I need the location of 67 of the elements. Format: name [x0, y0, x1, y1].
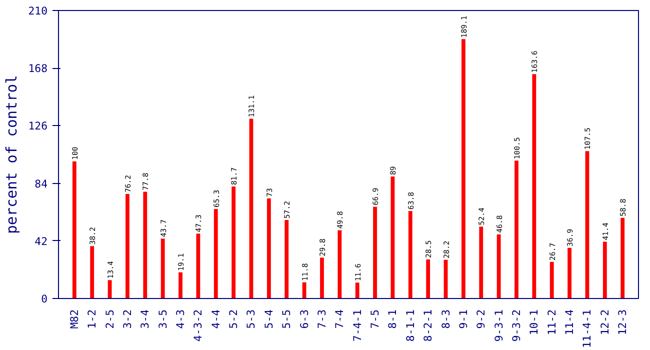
bar	[602, 242, 607, 298]
x-tick-label: 7-4	[333, 309, 346, 329]
bar	[550, 262, 554, 298]
x-tick-label: 8-2-1	[422, 310, 435, 342]
bar	[72, 161, 76, 298]
x-tick-label: 5-3	[244, 309, 258, 329]
bar	[355, 282, 360, 298]
x-tick-label: 5-5	[280, 309, 294, 329]
x-tick-label: 5-4	[262, 309, 276, 329]
bar	[408, 211, 412, 298]
x-tick-label: 2-5	[103, 309, 116, 329]
x-tick-label: 3-2	[120, 309, 134, 329]
bar	[320, 258, 324, 298]
bar	[496, 234, 501, 298]
bar	[143, 192, 148, 298]
bar	[426, 259, 430, 298]
bar	[90, 246, 94, 298]
x-tick-label: 5-2	[227, 309, 240, 329]
bar	[214, 208, 218, 298]
x-tick-label: M82	[68, 309, 81, 329]
y-tick-label: 42	[34, 234, 48, 248]
bar	[266, 198, 271, 298]
x-tick-label: 3-4	[138, 309, 152, 329]
x-tick-label: 3-5	[156, 309, 170, 329]
bar	[338, 230, 342, 298]
bar	[532, 74, 536, 298]
x-tick-label: 7-5	[368, 309, 382, 329]
y-tick-label: 84	[34, 177, 48, 190]
x-tick-label: 11-4	[563, 309, 576, 336]
bar	[620, 218, 625, 298]
x-tick-label: 4-3	[174, 309, 188, 329]
bar	[479, 226, 484, 298]
bar	[461, 39, 466, 298]
x-tick-label: 4-4	[209, 309, 222, 329]
y-tick-label: 0	[41, 292, 48, 306]
y-tick-label: 210	[28, 4, 48, 18]
bar	[514, 160, 518, 298]
y-tick-label: 126	[28, 120, 48, 133]
x-tick-label: 9-3-2	[510, 310, 523, 342]
x-tick-label: 11-4-1	[580, 309, 594, 348]
x-tick-label: 8-1	[386, 309, 400, 329]
x-tick-label: 7-3	[315, 309, 328, 329]
bar	[373, 206, 377, 298]
x-tick-label: 12-2	[598, 309, 612, 336]
bar	[232, 186, 236, 298]
x-tick-label: 8-1-1	[404, 310, 417, 342]
bar	[390, 176, 395, 298]
x-tick-label: 10-1	[528, 309, 541, 336]
bar	[126, 194, 130, 298]
y-axis-title: percent of control	[3, 75, 20, 234]
bar	[178, 272, 182, 298]
y-tick-label: 168	[28, 62, 48, 76]
x-tick-label: 7-4-1	[350, 310, 364, 342]
bar	[585, 151, 590, 298]
bar	[568, 248, 572, 298]
x-tick-label: 1-2	[86, 309, 99, 329]
x-tick-label: 9-2	[474, 309, 488, 329]
x-tick-label: 9-3-1	[492, 310, 506, 342]
x-tick-label: 9-1	[456, 309, 470, 329]
x-tick-label: 11-2	[545, 309, 558, 336]
bar	[284, 220, 289, 298]
x-tick-label: 6-3	[298, 309, 311, 329]
x-tick-label: 12-3	[616, 309, 630, 336]
x-tick-label: 4-3-2	[192, 310, 205, 342]
bar	[160, 238, 165, 298]
x-tick-label: 8-3	[439, 309, 452, 329]
bar	[249, 118, 254, 298]
